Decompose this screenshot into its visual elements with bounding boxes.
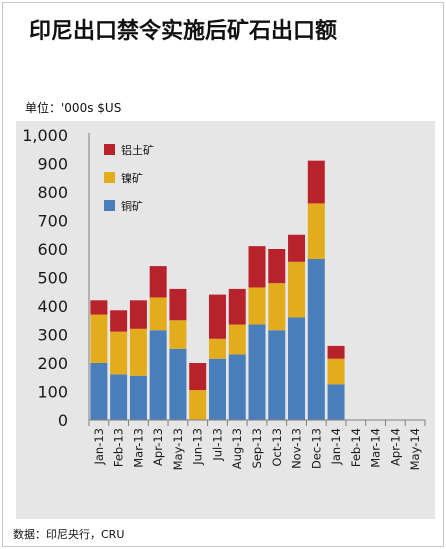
bar-segment <box>110 331 128 375</box>
bar-segment <box>208 294 226 339</box>
bar-segment <box>307 203 325 259</box>
bar-segment <box>288 317 306 420</box>
bar-segment <box>90 363 108 420</box>
x-tick-label: Nov-13 <box>290 428 304 469</box>
bar-segment <box>268 283 286 331</box>
x-tick-label: Feb-13 <box>112 428 126 467</box>
bar-segment <box>248 246 266 288</box>
bar-segment <box>327 345 345 359</box>
bar-segment <box>248 324 266 420</box>
bar-segment <box>110 374 128 420</box>
bar-segment <box>149 330 167 420</box>
y-tick-label: 0 <box>58 411 68 430</box>
y-tick-label: 600 <box>37 240 68 259</box>
bar-segment <box>327 358 345 385</box>
x-tick-label: Jan-14 <box>329 428 343 466</box>
legend-swatch <box>104 200 115 211</box>
x-tick-label: May-14 <box>408 428 422 470</box>
x-axis: Jan-13 Feb-13 Mar-13 Apr-13 May-13 Jun-13 Jul-… <box>88 419 426 470</box>
x-tick-label: Apr-13 <box>151 428 165 466</box>
x-tick-label: Aug-13 <box>230 428 244 469</box>
x-tick-label: Sep-13 <box>250 428 264 468</box>
bar-segment <box>169 348 187 420</box>
bar-segment <box>149 266 167 298</box>
bar-segment <box>228 324 246 355</box>
bar-segment <box>307 160 325 204</box>
bar-segment <box>288 261 306 318</box>
bar-segment <box>189 363 207 391</box>
bar-segment <box>208 338 226 359</box>
y-tick-label: 200 <box>37 354 68 373</box>
source-note: 数据：印尼央行，CRU <box>13 528 125 541</box>
y-tick-label: 100 <box>37 383 68 402</box>
legend-label: 铜矿 <box>121 199 143 213</box>
x-tick-label: Dec-13 <box>309 428 323 469</box>
x-tick-label: Mar-14 <box>369 428 383 468</box>
bar-segment <box>169 288 187 321</box>
bar-segment <box>248 287 266 325</box>
legend-swatch <box>104 172 115 183</box>
bar-segment <box>90 300 108 315</box>
bar-segment <box>169 320 187 349</box>
bar-segment <box>268 249 286 284</box>
bar-segment <box>129 300 147 329</box>
x-tick-label: Jul-13 <box>210 428 224 462</box>
x-tick-label: Jan-13 <box>92 428 106 466</box>
bar-segment <box>90 314 108 363</box>
x-tick-label: Oct-13 <box>270 428 284 467</box>
bar-segment <box>110 310 128 332</box>
y-tick-label: 1,000 <box>22 126 68 145</box>
bar-segment <box>228 354 246 420</box>
bar-segment <box>327 384 345 420</box>
x-tick-label: May-13 <box>171 428 185 470</box>
y-axis: 0 100 200 300 400 500 600 700 800 900 1,000 <box>22 126 90 430</box>
y-tick-label: 400 <box>37 297 68 316</box>
bar-segment <box>129 328 147 376</box>
x-tick-label: Mar-13 <box>131 428 145 468</box>
y-tick-label: 900 <box>37 155 68 174</box>
chart-title: 印尼出口禁令实施后矿石出口额 <box>29 18 338 44</box>
bar-segment <box>189 390 207 420</box>
bar-segment <box>228 288 246 325</box>
bar-segment <box>129 375 147 420</box>
unit-label: 单位：'000s $US <box>25 101 122 115</box>
bars <box>90 160 345 420</box>
bar-segment <box>307 258 325 420</box>
x-tick-label: Jun-13 <box>191 428 205 466</box>
bar-segment <box>288 234 306 262</box>
legend-swatch <box>104 144 115 155</box>
legend-label: 镍矿 <box>121 171 143 185</box>
bar-segment <box>149 297 167 331</box>
x-tick-label: Apr-14 <box>388 428 402 466</box>
y-tick-label: 700 <box>37 212 68 231</box>
y-tick-label: 300 <box>37 326 68 345</box>
y-tick-label: 500 <box>37 269 68 288</box>
bar-segment <box>208 358 226 420</box>
legend-label: 铝土矿 <box>121 143 154 157</box>
y-tick-label: 800 <box>37 183 68 202</box>
x-tick-label: Feb-14 <box>349 428 363 467</box>
bar-segment <box>268 330 286 420</box>
